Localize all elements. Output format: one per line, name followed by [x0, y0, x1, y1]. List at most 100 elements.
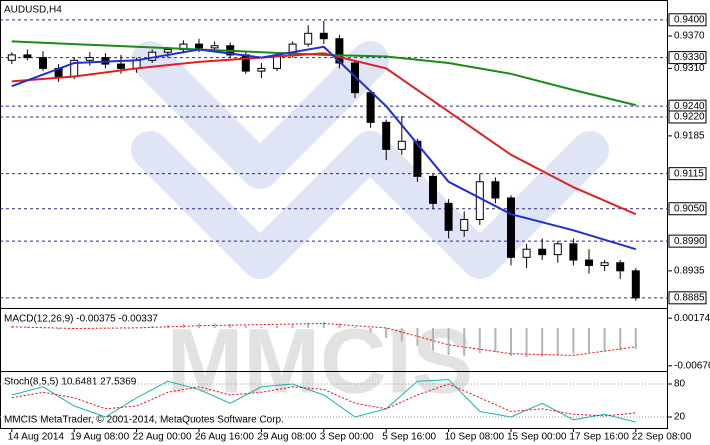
level-label: 0.9115: [674, 168, 704, 179]
macd-bar: [588, 327, 590, 353]
macd-bar: [229, 324, 232, 328]
candle-body: [163, 49, 172, 53]
level-box: [668, 291, 707, 305]
macd-bar: [400, 327, 403, 342]
macd-bar: [369, 327, 372, 333]
macd-bar: [447, 327, 450, 355]
watermark-logo: [131, 41, 609, 279]
macd-bar: [104, 327, 107, 328]
macd-bar: [291, 324, 294, 328]
macd-bar: [244, 325, 247, 328]
moving-average: [11, 45, 637, 251]
copyright: MMCIS MetaTrader, © 2001-2014, MetaQuote…: [4, 415, 284, 426]
level-box: [668, 202, 707, 216]
macd-bar: [198, 323, 200, 328]
macd-bar: [572, 327, 575, 354]
candle-body: [39, 57, 47, 69]
macd-bar: [42, 327, 44, 329]
watermark: MMCIS: [167, 310, 474, 412]
chart-title: AUDUSD,H4: [4, 5, 62, 16]
level-label: 0.9220: [674, 112, 705, 123]
frame: [0, 0, 668, 429]
macd-bar: [260, 326, 263, 328]
candle-body: [413, 140, 422, 177]
macd-bar: [322, 321, 325, 328]
chevron: [131, 41, 389, 189]
stoch-line: [11, 383, 636, 417]
candle-body: [475, 181, 484, 221]
macd-bar: [432, 327, 434, 351]
macd-bar: [57, 327, 60, 330]
level-label: 0.9330: [674, 52, 705, 63]
level-label: 0.9050: [674, 203, 705, 214]
candle-body: [522, 248, 531, 258]
macd-bar: [26, 326, 29, 328]
candle-body: [366, 92, 375, 123]
macd-bar: [354, 326, 356, 328]
chevron: [351, 131, 609, 279]
candle-body: [319, 32, 328, 40]
candle-body: [304, 32, 313, 45]
macd-bar: [603, 327, 606, 352]
candle-body: [429, 175, 437, 204]
moving-average: [11, 52, 637, 216]
candle-body: [117, 63, 125, 69]
level-box: [668, 167, 707, 181]
x-tick-label: 3 Sep 00:00: [320, 432, 374, 443]
candle-body: [491, 181, 500, 199]
macd-bar: [88, 327, 91, 329]
level-label: 0.8885: [674, 292, 705, 303]
macd-bar: [182, 324, 185, 328]
y-tick-label: 0.00174: [674, 313, 710, 324]
macd-bar: [307, 322, 310, 328]
y-tick-label: 80: [674, 379, 686, 390]
y-tick-label: -0.00676: [674, 360, 710, 371]
macd-bar: [541, 327, 544, 357]
candle-body: [569, 243, 578, 261]
x-tick-label: 14 Aug 2014: [8, 432, 65, 443]
level-label: 0.9240: [674, 101, 705, 112]
candle-body: [210, 45, 219, 49]
candle-body: [257, 67, 266, 72]
candle-body: [631, 270, 640, 299]
x-tick-label: 26 Aug 16:00: [195, 432, 254, 443]
level-box: [668, 234, 707, 248]
x-tick-label: 15 Sep 00:00: [507, 432, 567, 443]
level-box: [668, 51, 707, 65]
candle-body: [7, 54, 16, 61]
x-tick-label: 10 Sep 08:00: [445, 432, 505, 443]
macd-bar: [416, 327, 419, 346]
macd-bar: [73, 327, 76, 330]
candle-body: [585, 259, 593, 266]
level-box: [668, 110, 707, 124]
macd-bar: [494, 327, 497, 353]
x-tick-label: 29 Aug 08:00: [257, 432, 316, 443]
moving-average: [11, 40, 637, 107]
candle-body: [507, 197, 515, 258]
candle-body: [397, 140, 406, 150]
macd-bar: [510, 327, 512, 356]
candle-body: [616, 262, 625, 272]
candle-body: [444, 202, 453, 231]
macd-bar: [385, 327, 388, 339]
macd-bar: [556, 327, 559, 355]
stoch-line: [11, 379, 636, 423]
y-tick-label: 20: [674, 412, 686, 423]
macd-signal: [11, 322, 636, 356]
candle-body: [382, 121, 391, 150]
y-tick-label: 0.9310: [674, 63, 705, 74]
y-tick-label: 0.9370: [674, 31, 705, 42]
macd-bar: [525, 327, 528, 358]
candle-body: [241, 54, 250, 72]
x-tick-label: 22 Sep 08:00: [632, 432, 692, 443]
candle-body: [460, 219, 469, 231]
x-tick-label: 19 Aug 08:00: [70, 432, 129, 443]
stoch-title: Stoch(8,5,5) 10.6481 27.5369: [4, 377, 137, 388]
x-tick-label: 17 Sep 16:00: [569, 432, 629, 443]
macd-bar: [463, 327, 466, 356]
level-label: 0.9400: [674, 14, 705, 25]
candle-body: [23, 54, 32, 59]
macd-bar: [634, 327, 637, 349]
macd-bar: [213, 323, 216, 328]
